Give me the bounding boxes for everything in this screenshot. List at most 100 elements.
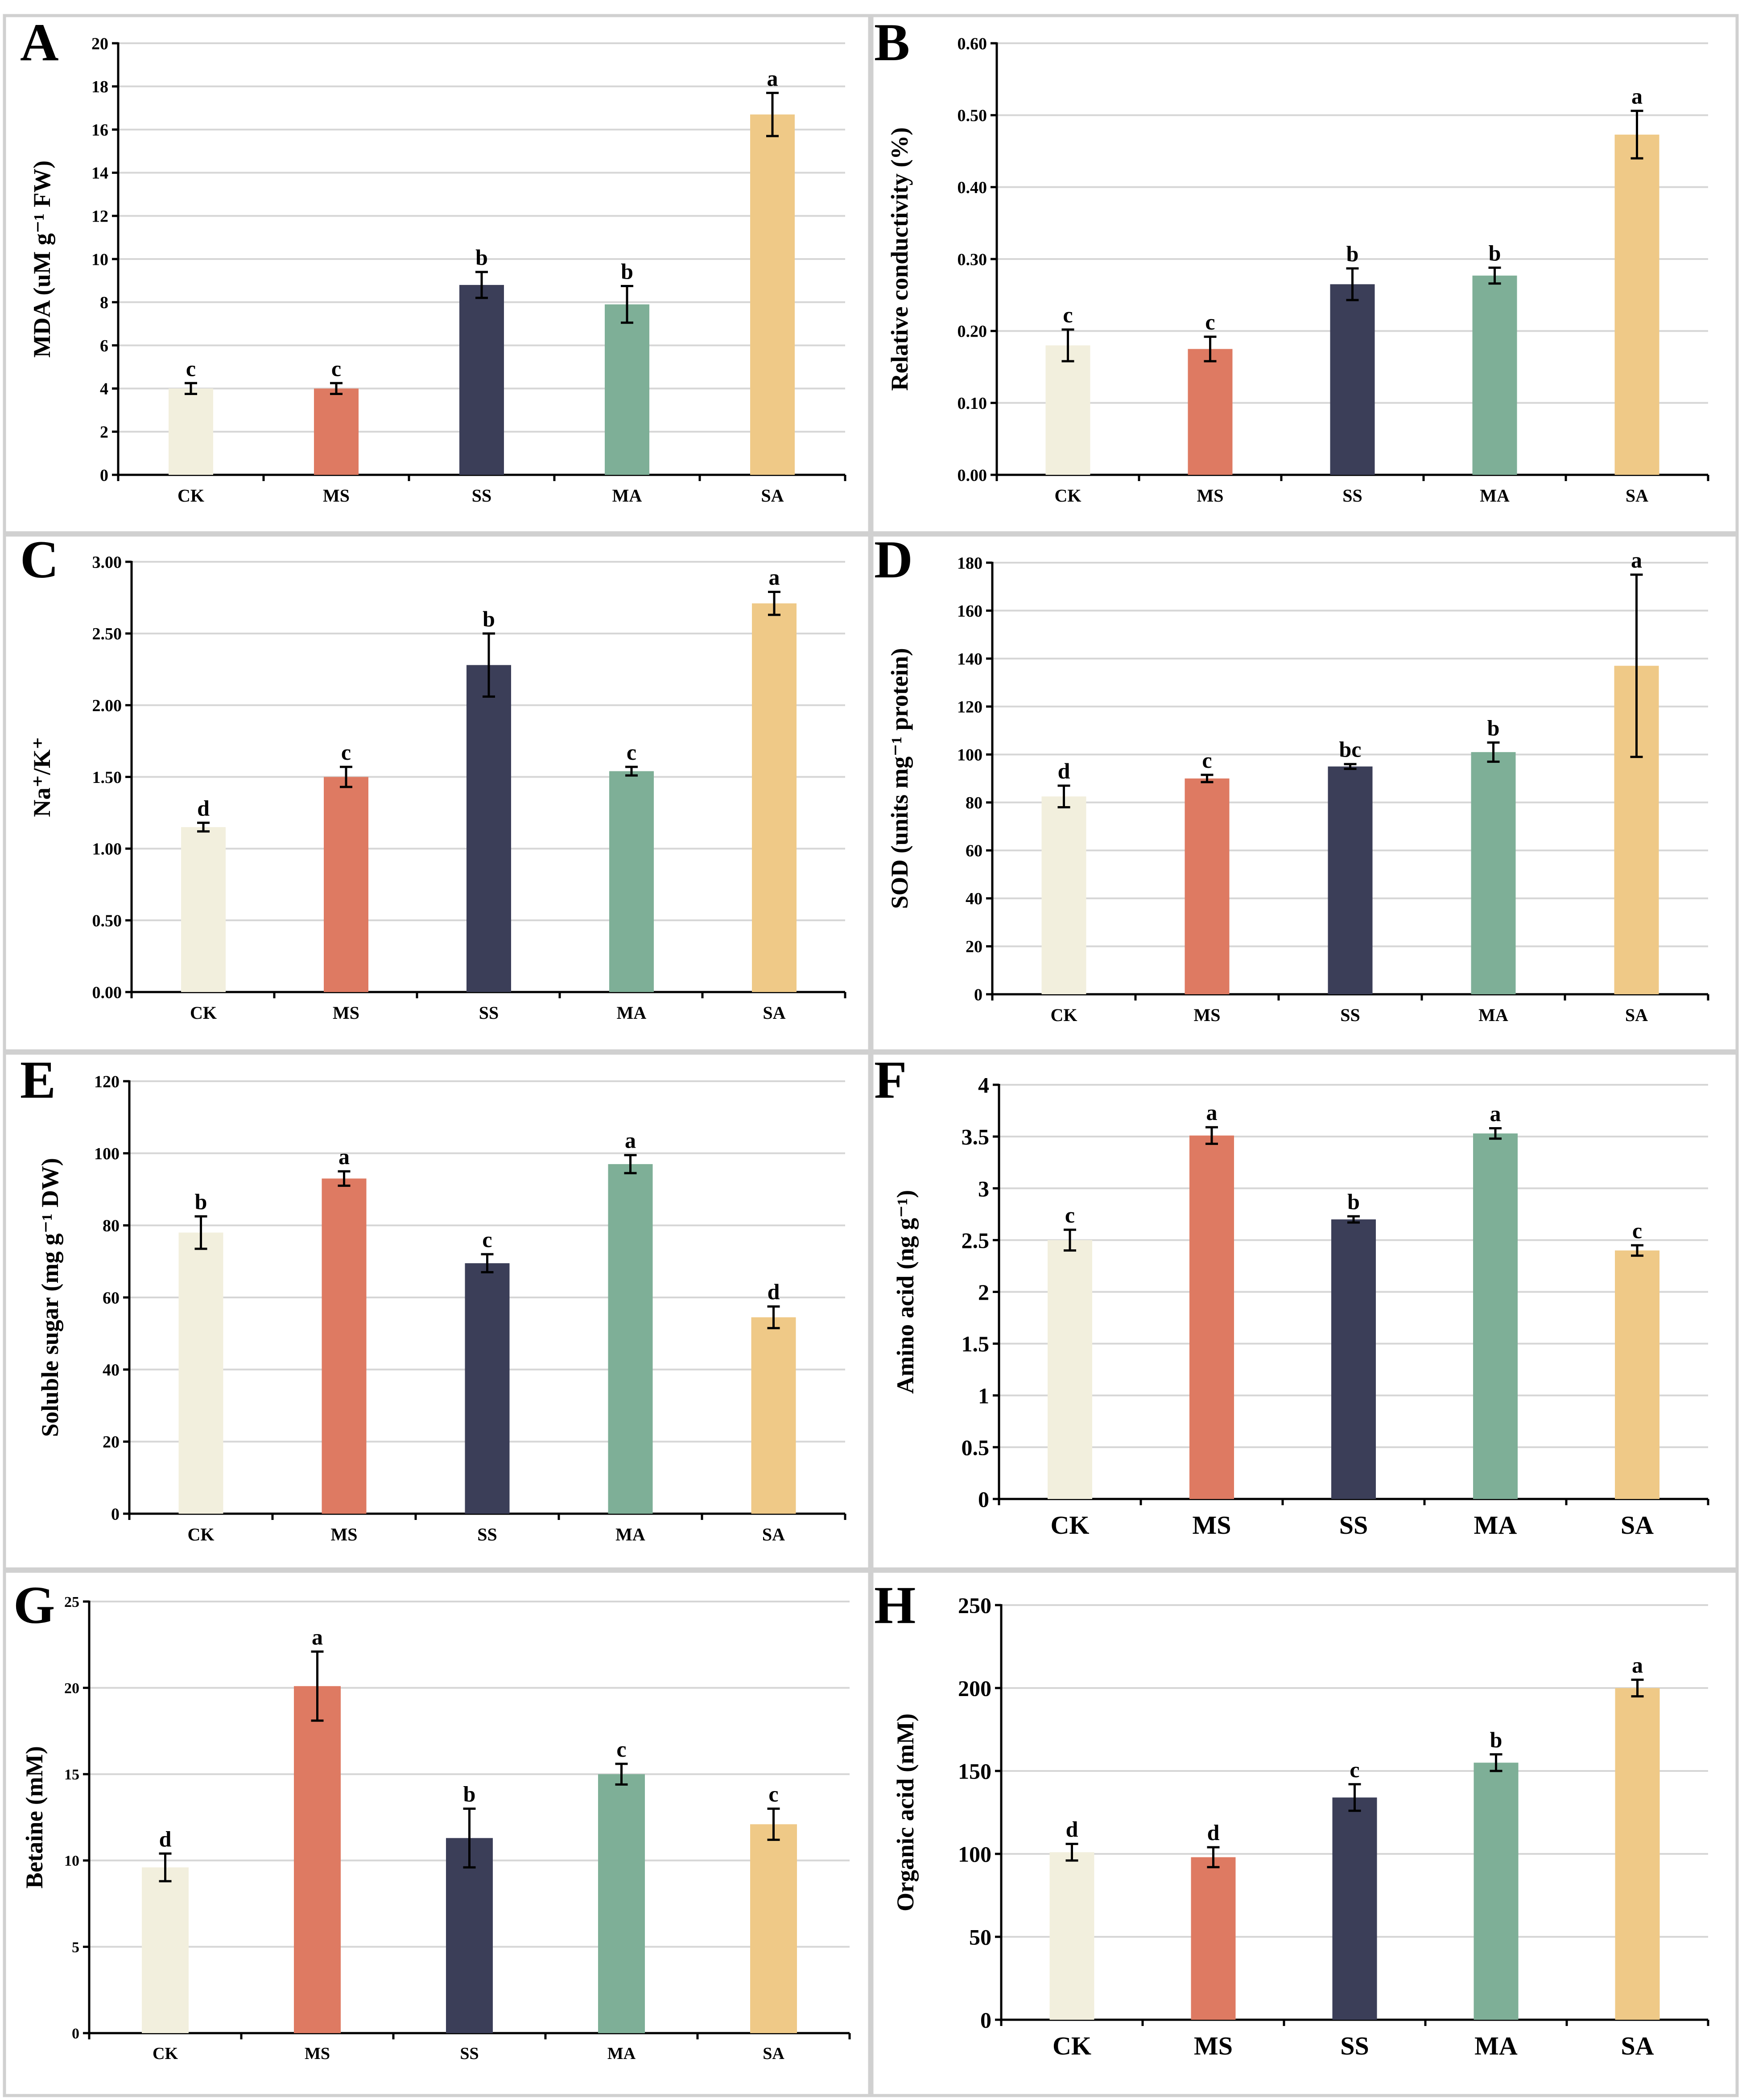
y-tick-label: 0.40	[958, 178, 987, 197]
significance-letter: c	[331, 356, 341, 381]
y-tick-label: 0.60	[958, 34, 987, 53]
bar-SA	[750, 1824, 797, 2033]
y-tick-label: 2.5	[962, 1228, 990, 1253]
y-tick-label: 40	[103, 1361, 120, 1379]
y-tick-label: 0.00	[92, 983, 122, 1002]
significance-letter: d	[159, 1826, 172, 1851]
category-label: CK	[188, 1524, 215, 1544]
bar-MS	[322, 1178, 367, 1514]
significance-letter: d	[1058, 758, 1070, 783]
y-tick-label: 25	[64, 1594, 79, 1610]
significance-letter: b	[1489, 240, 1501, 265]
y-tick-label: 14	[91, 164, 108, 183]
category-label: MS	[333, 1003, 359, 1023]
category-label: SS	[460, 2044, 479, 2063]
y-tick-label: 100	[958, 1842, 991, 1867]
y-tick-label: 180	[957, 554, 982, 572]
category-label: MS	[1194, 1005, 1221, 1025]
category-label: SA	[762, 1524, 785, 1544]
significance-letter: a	[312, 1624, 323, 1649]
category-label: SA	[1625, 1005, 1648, 1025]
y-tick-label: 1.5	[962, 1331, 990, 1356]
bar-SA	[751, 1317, 796, 1514]
y-tick-label: 3.5	[962, 1124, 990, 1149]
y-tick-label: 200	[958, 1676, 991, 1701]
y-tick-label: 50	[969, 1925, 991, 1950]
y-tick-label: 0.50	[958, 107, 987, 125]
panel-frame	[870, 533, 1739, 1053]
bar-SS	[466, 665, 511, 992]
category-label: MA	[1478, 1005, 1508, 1025]
panel-frame	[3, 1051, 871, 1571]
y-tick-label: 0	[72, 2026, 79, 2042]
y-tick-label: 16	[91, 121, 108, 140]
bar-CK	[1041, 796, 1086, 994]
significance-letter: c	[1065, 1202, 1075, 1227]
y-tick-label: 3	[978, 1176, 989, 1201]
significance-letter: c	[768, 1782, 778, 1807]
significance-letter: c	[1632, 1218, 1642, 1243]
category-label: SS	[477, 1524, 497, 1544]
bar-CK	[181, 827, 226, 992]
y-tick-label: 120	[94, 1072, 120, 1091]
bar-CK	[178, 1232, 223, 1514]
category-label: MS	[1193, 1511, 1231, 1540]
y-tick-label: 0	[980, 2008, 991, 2033]
y-tick-label: 0	[978, 1487, 989, 1512]
bar-SS	[446, 1838, 493, 2033]
y-tick-label: 100	[957, 746, 982, 765]
significance-letter: b	[463, 1782, 476, 1807]
significance-letter: a	[1632, 1652, 1643, 1677]
significance-letter: c	[1205, 309, 1215, 334]
bar-CK	[1049, 1852, 1094, 2020]
y-tick-label: 0	[111, 1505, 120, 1524]
y-tick-label: 0.5	[962, 1435, 990, 1460]
y-tick-label: 60	[966, 842, 982, 861]
bar-MA	[609, 771, 654, 992]
y-tick-label: 140	[957, 650, 982, 668]
bar-CK	[1045, 345, 1090, 475]
y-tick-label: 4	[978, 1073, 989, 1098]
significance-letter: c	[616, 1737, 626, 1762]
category-label: CK	[178, 486, 204, 506]
y-tick-label: 0.30	[958, 250, 987, 269]
panel-letter: E	[20, 1050, 56, 1109]
category-label: CK	[1053, 2031, 1091, 2060]
significance-letter: b	[1347, 1189, 1360, 1214]
significance-letter: c	[1063, 302, 1073, 327]
bar-MA	[598, 1774, 645, 2033]
panel-D: D 0 20 40 60 80 100 120 140 160 180 d CK c MS bc SS b MA a S…	[870, 530, 1739, 1053]
y-tick-label: 2	[100, 423, 108, 442]
significance-letter: c	[482, 1227, 492, 1252]
panel-letter: B	[874, 12, 910, 72]
category-label: MA	[617, 1003, 647, 1023]
y-tick-label: 2.50	[92, 625, 122, 643]
y-tick-label: 20	[91, 34, 108, 53]
y-tick-label: 0.10	[958, 394, 987, 413]
panel-letter: D	[874, 530, 913, 589]
bar-SA	[1614, 134, 1659, 475]
bar-SS	[1330, 284, 1375, 475]
y-tick-label: 20	[103, 1433, 120, 1452]
panel-frame	[3, 14, 871, 535]
category-label: MS	[1194, 2031, 1233, 2060]
y-tick-label: 160	[957, 602, 982, 621]
significance-letter: bc	[1339, 737, 1362, 762]
bar-SS	[1332, 1797, 1377, 2020]
y-tick-label: 60	[103, 1289, 120, 1307]
panel-letter: C	[20, 530, 59, 589]
category-label: SS	[1340, 2031, 1369, 2060]
category-label: SS	[1340, 1005, 1360, 1025]
significance-letter: b	[1346, 241, 1359, 266]
category-label: CK	[1051, 1005, 1077, 1025]
category-label: MA	[1480, 486, 1510, 506]
significance-letter: a	[1206, 1100, 1218, 1125]
bar-MS	[1189, 1135, 1234, 1499]
category-label: SA	[763, 1003, 785, 1023]
significance-letter: b	[1490, 1727, 1503, 1752]
significance-letter: a	[1631, 548, 1642, 572]
y-tick-label: 1	[978, 1383, 989, 1408]
category-label: CK	[1055, 486, 1082, 506]
